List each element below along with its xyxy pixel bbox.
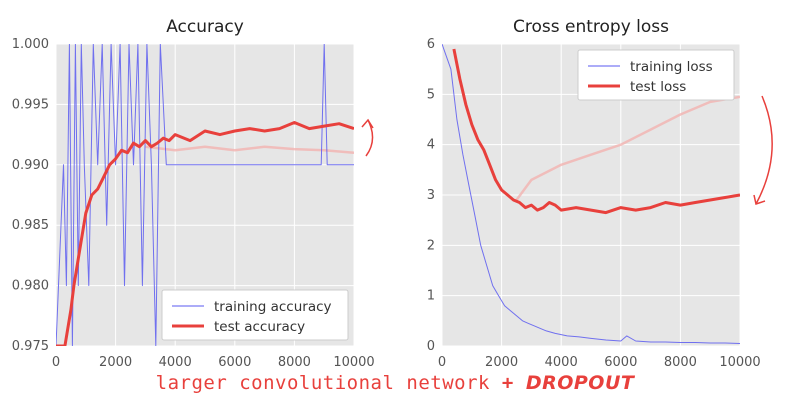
y-tick-label: 3	[427, 188, 435, 203]
up-arrow-head-icon	[361, 118, 374, 129]
x-tick-label: 2000	[485, 355, 518, 370]
legend-label: test accuracy	[214, 319, 305, 335]
faded-test-line	[145, 145, 354, 154]
y-tick-label: 0	[427, 339, 435, 354]
y-tick-label: 2	[427, 238, 435, 253]
y-tick-label: 1	[427, 289, 435, 304]
y-tick-label: 5	[427, 87, 435, 102]
y-tick-label: 0.985	[12, 218, 49, 233]
figure-caption: larger convolutional network + DROPOUT	[0, 372, 790, 394]
loss-chart: Cross entropy loss 0 2000 4000 6000 8000 10000…	[427, 17, 773, 370]
caption-plus: +	[501, 372, 514, 394]
x-tick-label: 2000	[99, 355, 132, 370]
chart-title: Cross entropy loss	[513, 17, 669, 37]
y-tick-label: 0.980	[12, 279, 49, 294]
legend-label: test loss	[630, 79, 686, 95]
y-tick-label: 0.995	[12, 97, 49, 112]
x-tick-label: 10000	[333, 355, 374, 370]
caption-text: larger convolutional network	[155, 372, 490, 394]
caption-emphasis: DROPOUT	[525, 372, 635, 394]
test-loss-line	[452, 48, 740, 215]
x-tick-label: 10000	[719, 355, 760, 370]
legend: training loss test loss	[577, 49, 735, 101]
faded-test-line	[515, 95, 740, 201]
x-tick-label: 4000	[159, 355, 192, 370]
y-tick-label: 4	[427, 138, 435, 153]
y-tick-label: 1.000	[12, 37, 49, 52]
y-tick-label: 6	[427, 37, 435, 52]
down-arrow-head-icon	[753, 194, 766, 205]
legend: training accuracy test accuracy	[161, 289, 349, 341]
chart-title: Accuracy	[166, 17, 244, 37]
down-arrow-icon	[755, 95, 773, 205]
x-tick-label: 0	[438, 355, 446, 370]
test-accuracy-line	[56, 121, 354, 346]
legend-label: training loss	[630, 59, 713, 75]
x-tick-label: 8000	[664, 355, 697, 370]
x-tick-label: 6000	[218, 355, 251, 370]
training-loss-line	[442, 44, 740, 344]
training-accuracy-line	[56, 44, 354, 346]
y-tick-label: 0.990	[12, 158, 49, 173]
legend-label: training accuracy	[214, 299, 332, 315]
x-tick-label: 8000	[278, 355, 311, 370]
x-tick-label: 0	[52, 355, 60, 370]
y-tick-label: 0.975	[12, 339, 49, 354]
x-tick-label: 6000	[604, 355, 637, 370]
x-tick-label: 4000	[545, 355, 578, 370]
accuracy-chart: Accuracy 0 2000 4000 6000 8000 10000 0.975 0.980…	[12, 17, 375, 370]
